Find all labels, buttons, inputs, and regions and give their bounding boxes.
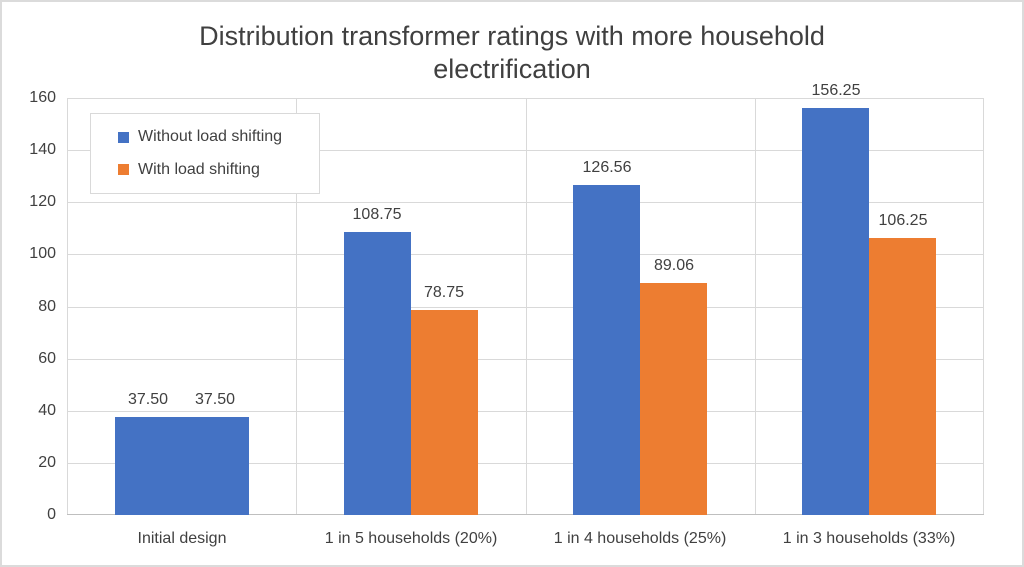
bar-value-label: 108.75 [352,206,402,223]
horizontal-gridline [67,411,984,412]
y-tick-label: 60 [38,350,56,367]
bar-value-label: 37.50 [194,391,236,408]
horizontal-gridline [67,359,984,360]
y-tick-label: 140 [29,141,56,158]
y-tick-label: 0 [47,506,56,523]
y-tick-label: 120 [29,193,56,210]
y-tick-label: 100 [29,245,56,262]
x-category-label: 1 in 4 households (25%) [553,530,727,547]
vertical-gridline [755,98,756,515]
horizontal-gridline [67,463,984,464]
x-axis-line [67,514,984,515]
vertical-gridline [296,98,297,515]
vertical-gridline [67,98,68,515]
horizontal-gridline [67,307,984,308]
vertical-gridline [526,98,527,515]
horizontal-gridline [67,254,984,255]
bar-value-label: 126.56 [582,159,632,176]
legend: Without load shifting With load shifting [90,113,320,194]
legend-label-without-load-shifting: Without load shifting [138,128,283,146]
legend-label-with-load-shifting: With load shifting [138,160,260,178]
bar-value-label: 78.75 [423,284,465,301]
legend-swatch-without-load-shifting [118,131,129,143]
bar-without-load-shifting [573,185,640,515]
x-category-label: Initial design [137,530,227,547]
vertical-gridline [983,98,984,515]
y-tick-label: 40 [38,402,56,419]
chart-title: Distribution transformer ratings with mo… [2,20,1022,86]
bar-without-load-shifting [115,417,182,515]
bar-value-label: 37.50 [127,391,169,408]
legend-swatch-with-load-shifting [118,164,129,176]
horizontal-gridline [67,150,984,151]
horizontal-gridline [67,98,984,99]
bar-with-load-shifting [640,283,707,515]
horizontal-gridline [67,202,984,203]
x-axis-category-labels: Initial design 1 in 5 households (20%) 1 i… [67,529,984,553]
bar-value-label: 156.25 [811,82,861,99]
bar-with-load-shifting [869,238,936,515]
x-category-label: 1 in 3 households (33%) [782,530,956,547]
bar-with-load-shifting [411,310,478,515]
bar-without-load-shifting [802,108,869,515]
y-tick-label: 20 [38,454,56,471]
plot-area: 37.50 108.75 126.56 156.25 37.50 78.75 89.06 10… [67,82,984,515]
legend-entry-without-load-shifting: Without load shifting [118,128,319,146]
bar-value-label: 106.25 [878,212,928,229]
legend-entry-with-load-shifting: With load shifting [118,161,319,179]
chart-title-text: Distribution transformer ratings with mo… [199,21,825,84]
bar-value-label: 89.06 [653,257,695,274]
bar-with-load-shifting [182,417,249,515]
y-axis-tick-labels: 0 20 40 60 80 100 120 140 160 [2,89,56,523]
y-tick-label: 80 [38,298,56,315]
x-category-label: 1 in 5 households (20%) [324,530,498,547]
bar-without-load-shifting [344,232,411,515]
y-tick-label: 160 [29,89,56,106]
